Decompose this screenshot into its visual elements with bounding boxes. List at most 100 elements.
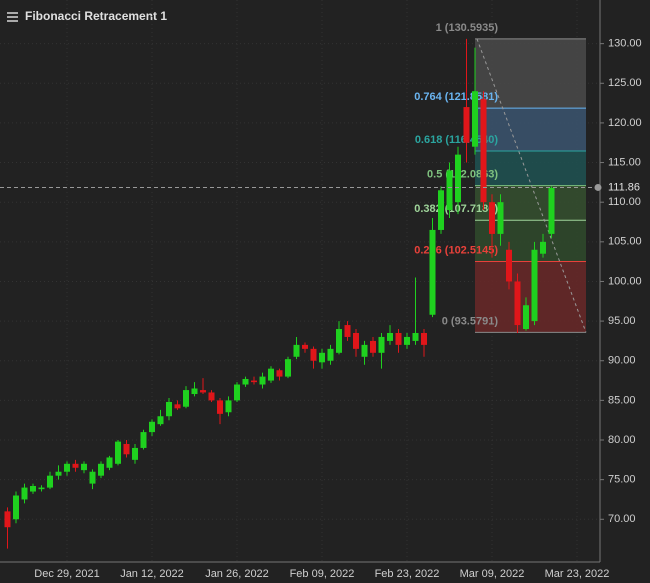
candle-body xyxy=(183,390,189,407)
candle-body xyxy=(480,99,487,203)
y-tick-label: 120.00 xyxy=(608,117,642,129)
candle-body xyxy=(208,392,215,401)
candle-body xyxy=(472,91,478,147)
candle-body xyxy=(55,471,62,476)
candle-body xyxy=(361,344,368,357)
fib-level-label: 1 (130.5935) xyxy=(436,22,499,34)
candle-body xyxy=(344,325,351,337)
candle-body xyxy=(200,390,206,393)
candle-body xyxy=(514,281,521,326)
y-tick-label: 90.00 xyxy=(608,355,636,367)
candle-body xyxy=(395,332,402,345)
candle-body xyxy=(293,344,300,357)
candle-body xyxy=(174,404,181,409)
x-tick-label: Dec 29, 2021 xyxy=(34,568,99,580)
candle-body xyxy=(242,378,249,385)
y-tick-label: 85.00 xyxy=(608,394,636,406)
candle-body xyxy=(217,400,223,414)
candle-body xyxy=(149,421,155,433)
candle-body xyxy=(157,416,164,425)
x-tick-label: Feb 09, 2022 xyxy=(290,568,355,580)
candle-body xyxy=(540,241,546,254)
last-price-label: 111.86 xyxy=(608,181,640,193)
candle-body xyxy=(234,384,240,401)
candle-body xyxy=(268,368,274,381)
candle-body xyxy=(421,332,427,345)
candle-body xyxy=(166,401,172,417)
candle-body xyxy=(429,229,436,315)
candle-body xyxy=(98,463,104,476)
candle-body xyxy=(353,332,359,349)
candle-body xyxy=(89,471,96,484)
candle-body xyxy=(140,432,147,448)
x-tick-label: Feb 23, 2022 xyxy=(375,568,440,580)
fib-zone xyxy=(475,151,586,186)
candle-body xyxy=(132,447,138,460)
fib-level-label: 0.382 (107.7186) xyxy=(414,203,498,215)
y-tick-label: 70.00 xyxy=(608,513,636,525)
candle-body xyxy=(251,380,257,383)
candle-body xyxy=(404,336,410,345)
fib-level-label: 0 (93.5791) xyxy=(442,315,499,327)
candle-body xyxy=(310,348,317,361)
candle-body xyxy=(21,487,28,500)
candle-body xyxy=(4,511,11,528)
x-tick-label: Jan 26, 2022 xyxy=(205,568,269,580)
fib-zone xyxy=(475,38,586,109)
x-tick-label: Mar 23, 2022 xyxy=(545,568,610,580)
x-tick-label: Jan 12, 2022 xyxy=(120,568,184,580)
y-tick-label: 95.00 xyxy=(608,315,636,327)
candle-body xyxy=(412,332,419,341)
chart-title[interactable]: Fibonacci Retracement 1 xyxy=(25,9,167,23)
fib-level-label: 0.236 (102.5145) xyxy=(414,244,498,256)
candle-body xyxy=(72,463,79,468)
candle-body xyxy=(489,202,495,234)
candle-body xyxy=(276,370,283,377)
candle-body xyxy=(81,463,87,471)
fib-zone xyxy=(475,108,586,152)
candle-body xyxy=(446,170,453,211)
candle-body xyxy=(319,352,325,363)
candle-body xyxy=(327,348,334,361)
candle-body xyxy=(191,388,198,395)
y-tick-label: 125.00 xyxy=(608,77,642,89)
candle-body xyxy=(115,441,121,464)
y-tick-label: 100.00 xyxy=(608,275,642,287)
candle-body xyxy=(106,457,113,468)
candle-body xyxy=(38,487,45,490)
candle-body xyxy=(336,329,342,353)
fib-level-label: 0.5 (112.0863) xyxy=(427,169,498,181)
y-tick-label: 105.00 xyxy=(608,236,642,248)
candle-body xyxy=(259,376,266,385)
candle-body xyxy=(506,249,512,282)
candle-body xyxy=(455,154,461,203)
x-tick-label: Mar 09, 2022 xyxy=(460,568,525,580)
y-tick-label: 115.00 xyxy=(608,156,641,168)
candle-body xyxy=(13,495,19,520)
candle-body xyxy=(438,190,444,230)
candle-body xyxy=(47,475,53,488)
candle-body xyxy=(531,249,538,322)
candle-body xyxy=(285,359,291,377)
candle-body xyxy=(225,400,232,413)
candle-body xyxy=(463,107,470,143)
candle-body xyxy=(378,336,385,353)
candle-body xyxy=(497,202,504,234)
candle-body xyxy=(548,187,555,234)
last-price-marker xyxy=(594,183,602,191)
candle-body xyxy=(370,340,376,353)
candle-body xyxy=(64,463,70,472)
candle-body xyxy=(302,344,308,349)
y-tick-label: 80.00 xyxy=(608,434,636,446)
candle-body xyxy=(387,332,393,341)
candle-body xyxy=(523,305,529,330)
candle-body xyxy=(123,443,130,455)
fib-trend-line xyxy=(476,38,587,333)
fib-zone xyxy=(475,261,586,333)
y-tick-label: 110.00 xyxy=(608,196,641,208)
y-tick-label: 130.00 xyxy=(608,38,642,50)
y-tick-label: 75.00 xyxy=(608,474,636,486)
candle-body xyxy=(30,485,36,492)
indicator-icon xyxy=(7,12,18,22)
